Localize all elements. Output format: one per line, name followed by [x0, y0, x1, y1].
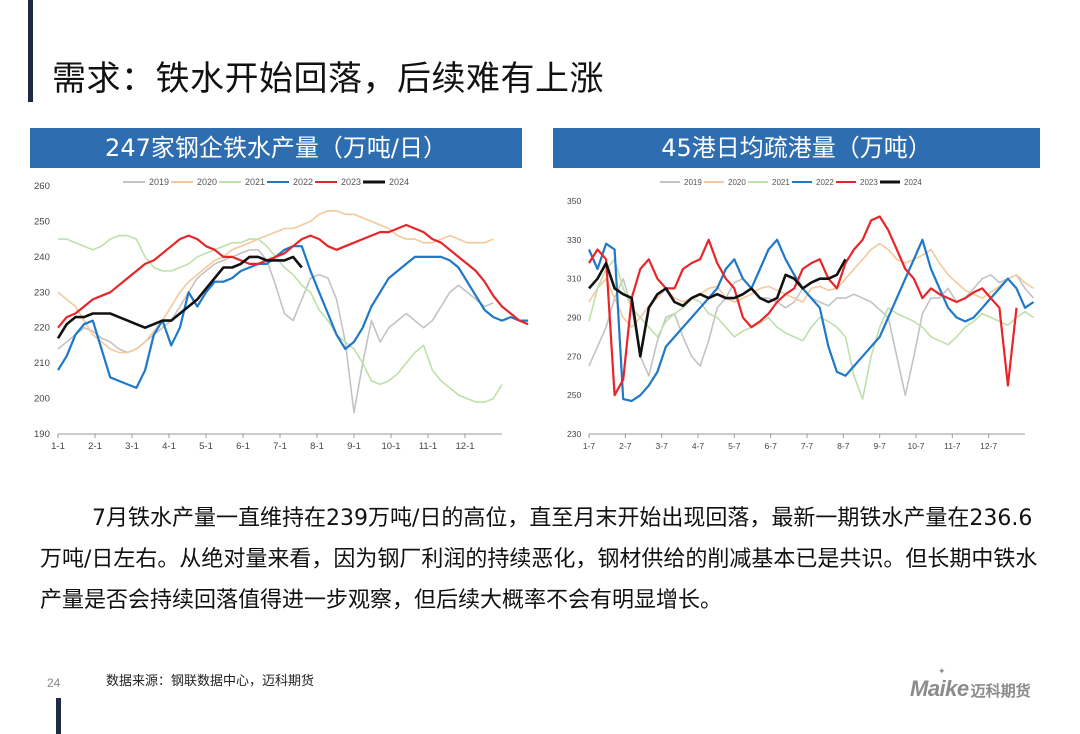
series-line-2023 [588, 215, 1018, 397]
series-line-2022 [587, 238, 1035, 403]
legend-item-2021: 2021 [748, 178, 790, 187]
x-tick-label: 7-1 [273, 441, 287, 452]
x-tick-label: 3-7 [656, 441, 669, 451]
legend-item-2024: 2024 [363, 177, 409, 187]
legend-item-2024: 2024 [880, 178, 922, 187]
legend-label: 2019 [684, 178, 702, 187]
legend: 2019 2020 2021 2022 2023 2024 [123, 177, 409, 187]
x-tick-label: 10-1 [381, 441, 400, 452]
legend-item-2023: 2023 [315, 177, 361, 187]
legend-label: 2022 [816, 178, 834, 187]
x-tick-label: 5-1 [199, 441, 213, 452]
legend-label: 2024 [904, 178, 922, 187]
page-title: 需求：铁水开始回落，后续难有上涨 [52, 59, 604, 99]
y-tick-label: 220 [34, 323, 50, 334]
y-tick-label: 230 [34, 287, 50, 298]
legend-item-2019: 2019 [123, 177, 169, 187]
legend-label: 2021 [772, 178, 790, 187]
maike-logo: ✦ Maike 迈科期货 [910, 667, 1070, 702]
legend-item-2022: 2022 [792, 178, 834, 187]
y-tick-label: 260 [34, 181, 50, 192]
x-tick-label: 9-1 [347, 441, 361, 452]
logo-star-icon: ✦ [938, 667, 946, 677]
y-tick-label: 190 [34, 429, 50, 440]
series-line-2020 [588, 242, 1034, 328]
x-tick-label: 8-7 [837, 441, 850, 451]
legend-label: 2023 [341, 177, 361, 187]
x-tick-label: 1-7 [583, 441, 596, 451]
legend-item-2021: 2021 [219, 177, 265, 187]
legend-label: 2021 [245, 177, 265, 187]
legend-item-2020: 2020 [704, 178, 746, 187]
x-tick-label: 1-1 [51, 441, 65, 452]
y-tick-label: 200 [34, 394, 50, 405]
x-tick-label: 12-1 [455, 441, 474, 452]
x-tick-label: 6-1 [236, 441, 250, 452]
series-line-2023 [57, 223, 529, 329]
legend: 2019 2020 2021 2022 2023 2024 [660, 178, 922, 187]
series-line-2022 [57, 245, 529, 389]
series-line-2024 [56, 255, 303, 339]
footer-accent-bar [56, 698, 61, 734]
legend-item-2020: 2020 [171, 177, 217, 187]
legend-label: 2022 [293, 177, 313, 187]
y-tick-label: 250 [567, 390, 581, 400]
x-tick-label: 11-7 [944, 441, 961, 451]
series-line-2020 [57, 209, 494, 354]
legend-label: 2023 [860, 178, 878, 187]
legend-item-2022: 2022 [267, 177, 313, 187]
y-tick-label: 210 [34, 358, 50, 369]
x-tick-label: 9-7 [874, 441, 887, 451]
x-tick-label: 2-7 [619, 441, 632, 451]
chart-right-title: 45港日均疏港量（万吨） [553, 128, 1040, 168]
analysis-paragraph: 7月铁水产量一直维持在239万吨/日的高位，直至月末开始出现回落，最新一期铁水产… [40, 506, 1038, 613]
chart-left-title: 247家钢企铁水产量（万吨/日） [30, 128, 522, 168]
y-tick-label: 290 [567, 313, 581, 323]
logo-chinese-name: 迈科期货 [970, 682, 1031, 700]
legend-label: 2020 [197, 177, 217, 187]
y-tick-label: 270 [567, 351, 581, 361]
legend-label: 2019 [149, 177, 169, 187]
y-tick-label: 350 [567, 196, 581, 206]
y-tick-label: 250 [34, 216, 50, 227]
port-clearance-volume-chart: 2019 2020 2021 2022 2023 2024 230 250 270 290 310 3… [567, 178, 1035, 451]
x-tick-label: 6-7 [765, 441, 778, 451]
x-tick-label: 8-1 [310, 441, 324, 452]
x-tick-label: 4-7 [692, 441, 705, 451]
x-tick-label: 3-1 [125, 441, 139, 452]
series-line-2019 [57, 249, 494, 414]
logo-wordmark: Maike [910, 676, 969, 701]
x-tick-label: 5-7 [728, 441, 741, 451]
x-tick-label: 7-7 [801, 441, 814, 451]
legend-label: 2024 [389, 177, 409, 187]
legend-item-2019: 2019 [660, 178, 702, 187]
y-tick-label: 310 [567, 274, 581, 284]
x-tick-label: 12-7 [980, 441, 997, 451]
y-tick-label: 240 [34, 252, 50, 263]
legend-item-2023: 2023 [836, 178, 878, 187]
y-tick-label: 230 [567, 429, 581, 439]
series-line-2024 [588, 258, 847, 358]
x-tick-label: 2-1 [88, 441, 102, 452]
x-tick-label: 10-7 [907, 441, 924, 451]
title-accent-bar [28, 0, 33, 102]
data-source-note: 数据来源：钢联数据中心，迈科期货 [106, 674, 315, 689]
series-line-2021 [588, 258, 1034, 400]
y-tick-label: 330 [567, 235, 581, 245]
series-line-2021 [58, 234, 503, 403]
x-tick-label: 4-1 [162, 441, 176, 452]
blast-furnace-iron-output-chart: 2019 2020 2021 2022 2023 2024 190 200 210 220 230 2… [34, 177, 529, 452]
page-number: 24 [47, 676, 61, 690]
x-tick-label: 11-1 [419, 441, 437, 452]
legend-label: 2020 [728, 178, 746, 187]
